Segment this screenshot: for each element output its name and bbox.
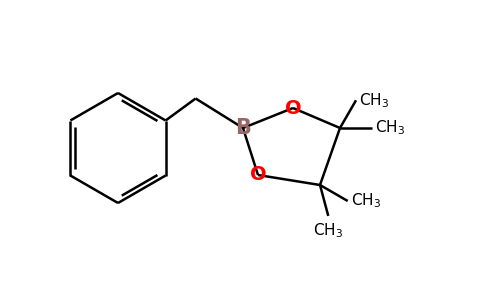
Text: O: O [250, 166, 266, 184]
Text: CH$_3$: CH$_3$ [375, 118, 405, 137]
Text: B: B [235, 118, 251, 138]
Text: CH$_3$: CH$_3$ [351, 192, 381, 210]
Text: O: O [285, 98, 302, 118]
Text: CH$_3$: CH$_3$ [313, 221, 343, 240]
Text: CH$_3$: CH$_3$ [359, 91, 389, 110]
